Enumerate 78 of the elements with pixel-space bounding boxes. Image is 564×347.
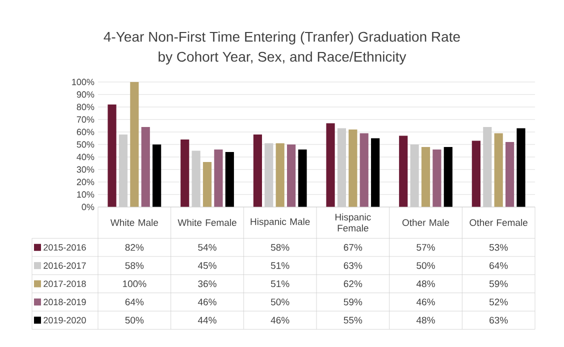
data-label: 52% <box>489 298 508 306</box>
bar <box>399 136 408 207</box>
bar <box>202 162 212 207</box>
bar <box>360 133 368 207</box>
y-tick-label: 100% <box>72 78 94 86</box>
data-label: 51% <box>270 262 290 269</box>
y-tick-label: 30% <box>76 166 94 173</box>
bar <box>130 82 139 207</box>
data-label: 45% <box>198 262 216 269</box>
y-tick-label: 20% <box>76 178 94 186</box>
legend-label: 2017-2018 <box>44 280 86 287</box>
data-label: 64% <box>125 298 144 306</box>
bar <box>108 104 116 207</box>
data-label: 54% <box>198 244 216 251</box>
y-tick-label: 90% <box>76 91 94 98</box>
y-tick-label: 0% <box>82 204 94 210</box>
x-tick-label: White Female <box>178 219 236 226</box>
data-label: 50% <box>416 262 435 269</box>
bar <box>141 126 150 207</box>
bar <box>516 128 526 207</box>
data-label: 64% <box>490 262 508 269</box>
data-label: 46% <box>416 298 435 306</box>
legend-label: 2018-2019 <box>44 298 86 306</box>
data-label: 100% <box>123 280 146 288</box>
x-tick-label: Other Male <box>402 219 450 226</box>
data-label: 48% <box>416 280 435 288</box>
data-label: 62% <box>344 280 362 288</box>
bar <box>253 134 262 207</box>
data-label: 46% <box>198 298 216 306</box>
data-label: 58% <box>270 244 290 251</box>
chart-title: 4-Year Non-First Time Entering (Tranfer) Graduation Rate <box>104 31 460 45</box>
data-label: 48% <box>416 316 435 324</box>
legend-label: 2016-2017 <box>44 262 86 269</box>
data-label: 51% <box>270 280 290 288</box>
bar <box>286 144 296 207</box>
y-tick-label: 60% <box>76 128 94 136</box>
bar <box>505 142 514 207</box>
data-label: 53% <box>489 244 508 251</box>
bar <box>494 133 503 207</box>
data-label: 58% <box>125 262 144 269</box>
bar <box>298 149 307 207</box>
data-label: 55% <box>344 316 362 324</box>
bar <box>180 139 190 207</box>
x-tick-label: Hispanic Male <box>250 218 310 227</box>
y-tick-label: 70% <box>76 116 94 123</box>
data-label: 63% <box>490 316 508 324</box>
data-label: 50% <box>125 316 144 324</box>
bar <box>371 138 380 207</box>
data-label: 46% <box>270 316 290 324</box>
data-label: 67% <box>344 244 362 251</box>
bar <box>421 146 430 207</box>
y-tick-label: 10% <box>77 191 94 198</box>
data-label: 82% <box>125 244 144 251</box>
bar <box>348 129 358 207</box>
bar <box>472 140 480 207</box>
y-tick-label: 80% <box>76 104 94 110</box>
bar <box>214 149 223 207</box>
chart-subtitle: by Cohort Year, Sex, and Race/Ethnicity <box>158 51 406 65</box>
bar <box>225 152 234 207</box>
data-label: 44% <box>198 316 216 324</box>
bar <box>326 123 335 207</box>
x-tick-label: Hispanic Female <box>335 214 371 232</box>
data-label: 36% <box>198 280 216 288</box>
data-label: 59% <box>489 280 508 288</box>
x-tick-label: White Male <box>110 219 158 226</box>
data-label: 57% <box>416 244 435 251</box>
data-label: 63% <box>344 262 362 269</box>
data-label: 59% <box>344 298 362 306</box>
bar <box>432 149 442 207</box>
bar <box>152 144 162 207</box>
bar <box>276 143 284 207</box>
y-tick-label: 50% <box>76 141 94 148</box>
bar <box>444 146 452 207</box>
legend-label: 2019-2020 <box>44 317 86 324</box>
legend-label: 2015-2016 <box>44 244 86 251</box>
y-tick-label: 40% <box>76 154 94 160</box>
data-label: 50% <box>270 298 290 306</box>
x-tick-label: Other Female <box>470 219 528 226</box>
